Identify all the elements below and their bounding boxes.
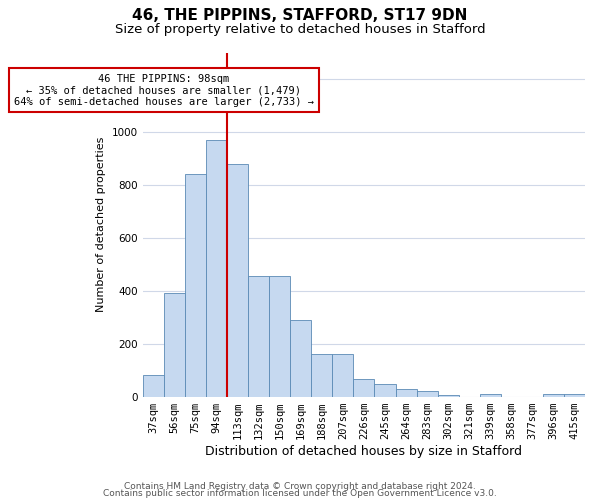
Bar xyxy=(374,384,395,396)
Bar xyxy=(248,276,269,396)
Bar xyxy=(353,380,374,396)
Bar xyxy=(290,320,311,396)
Bar xyxy=(143,376,164,396)
Text: 46 THE PIPPINS: 98sqm
← 35% of detached houses are smaller (1,479)
64% of semi-d: 46 THE PIPPINS: 98sqm ← 35% of detached … xyxy=(14,74,314,107)
Bar xyxy=(185,174,206,396)
X-axis label: Distribution of detached houses by size in Stafford: Distribution of detached houses by size … xyxy=(205,444,523,458)
Bar xyxy=(332,354,353,397)
Bar xyxy=(543,394,564,396)
Bar xyxy=(227,164,248,396)
Bar xyxy=(395,388,416,396)
Bar xyxy=(416,392,437,396)
Bar xyxy=(206,140,227,396)
Bar xyxy=(564,394,585,396)
Text: Contains HM Land Registry data © Crown copyright and database right 2024.: Contains HM Land Registry data © Crown c… xyxy=(124,482,476,491)
Bar xyxy=(311,354,332,397)
Bar xyxy=(164,294,185,397)
Bar xyxy=(480,394,501,396)
Y-axis label: Number of detached properties: Number of detached properties xyxy=(96,137,106,312)
Text: Size of property relative to detached houses in Stafford: Size of property relative to detached ho… xyxy=(115,22,485,36)
Bar xyxy=(269,276,290,396)
Text: Contains public sector information licensed under the Open Government Licence v3: Contains public sector information licen… xyxy=(103,488,497,498)
Text: 46, THE PIPPINS, STAFFORD, ST17 9DN: 46, THE PIPPINS, STAFFORD, ST17 9DN xyxy=(133,8,467,22)
